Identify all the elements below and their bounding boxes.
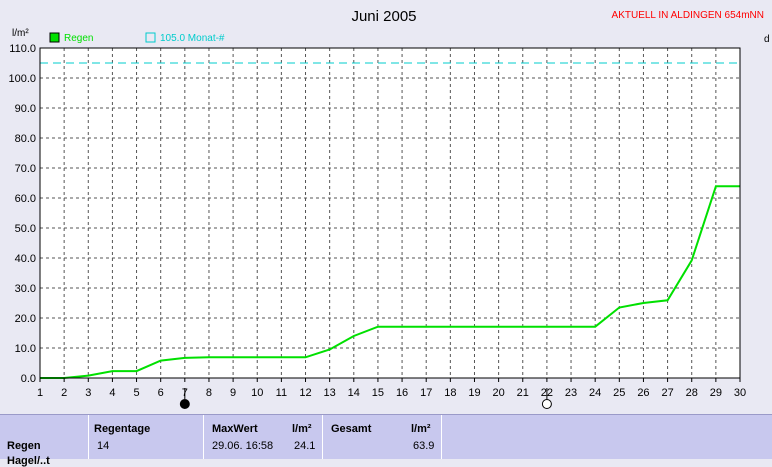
stats-label-col: Regen Hagel/..t <box>0 415 89 467</box>
legend-label-reference: 105.0 Monat-# <box>160 33 225 44</box>
x-tick-label: 4 <box>109 387 115 399</box>
x-tick-label: 28 <box>686 387 698 399</box>
x-tick-label: 14 <box>348 387 360 399</box>
y-tick-label: 100.0 <box>8 73 36 85</box>
y-tick-label: 110.0 <box>9 43 36 55</box>
x-tick-label: 3 <box>85 387 91 399</box>
grid <box>40 48 740 378</box>
x-tick-label: 27 <box>661 387 673 399</box>
stats-regentage-col: Regentage 14 <box>89 415 204 459</box>
stats-row-label-2: Hagel/..t <box>7 455 50 467</box>
legend: Regen 105.0 Monat-# <box>49 32 225 44</box>
y-tick-label: 0.0 <box>21 373 36 385</box>
stats-maxwert-col: MaxWert l/m² 29.06. 16:58 24.1 <box>204 415 323 459</box>
y-tick-label: 80.0 <box>15 133 36 145</box>
y-tick-label: 70.0 <box>15 163 36 175</box>
x-tick-label: 12 <box>299 387 311 399</box>
stats-gesamt-col: Gesamt l/m² 63.9 <box>323 415 442 459</box>
gesamt-value: 63.9 <box>413 440 435 452</box>
y-tick-label: 20.0 <box>15 313 36 325</box>
x-tick-label: 25 <box>613 387 625 399</box>
y-tick-label: 90.0 <box>15 103 36 115</box>
x-tick-label: 29 <box>710 387 722 399</box>
plot-area <box>40 48 740 378</box>
maxwert-unit: l/m² <box>292 423 312 435</box>
station-label: AKTUELL IN ALDINGEN 654mNN <box>612 10 764 21</box>
x-tick-label: 6 <box>158 387 164 399</box>
regentage-value: 14 <box>97 440 110 452</box>
series-line-regen <box>40 185 740 379</box>
series-layer <box>40 185 740 379</box>
x-tick-label: 1 <box>37 387 43 399</box>
maxwert-header: MaxWert <box>212 423 258 435</box>
y-tick-label: 60.0 <box>15 193 36 205</box>
rain-chart: Juni 2005 AKTUELL IN ALDINGEN 654mNN l/m… <box>8 8 770 409</box>
x-tick-label: 17 <box>420 387 432 399</box>
x-tick-label: 16 <box>396 387 408 399</box>
x-tick-label: 15 <box>372 387 384 399</box>
gesamt-header: Gesamt <box>331 423 372 435</box>
y-tick-label: 10.0 <box>15 343 36 355</box>
legend-swatch-regen <box>49 32 60 43</box>
legend-label-regen: Regen <box>64 33 93 44</box>
gesamt-unit: l/m² <box>411 423 431 435</box>
y-tick-label: 30.0 <box>15 283 36 295</box>
x-tick-label: 23 <box>565 387 577 399</box>
x-tick-label: 30 <box>734 387 746 399</box>
full-moon-icon <box>541 399 552 409</box>
x-tick-label: 8 <box>206 387 212 399</box>
x-tick-label: 20 <box>492 387 504 399</box>
y-tick-label: 40.0 <box>15 253 36 265</box>
y-tick-label: 50.0 <box>15 223 36 235</box>
x-tick-label: 11 <box>276 387 287 399</box>
chart-title: Juni 2005 <box>351 8 416 25</box>
y-unit-label: l/m² <box>12 28 29 39</box>
legend-swatch-reference <box>145 32 156 43</box>
x-tick-label: 10 <box>251 387 263 399</box>
stats-row-label: Regen <box>7 440 41 452</box>
x-tick-label: 24 <box>589 387 601 399</box>
x-tick-label: 5 <box>133 387 139 399</box>
x-tick-label: 2 <box>61 387 67 399</box>
plot-frame <box>39 47 741 379</box>
x-tick-label: 21 <box>517 387 529 399</box>
x-tick-label: 9 <box>230 387 236 399</box>
new-moon-icon <box>179 399 190 409</box>
x-axis-ticks: 1234567891011121314151617181920212223242… <box>37 378 746 399</box>
stats-panel: Regen Hagel/..t Regentage 14 MaxWert l/m… <box>0 414 772 467</box>
x-tick-label: 19 <box>468 387 480 399</box>
regentage-header: Regentage <box>94 423 151 435</box>
maxwert-date: 29.06. 16:58 <box>212 440 274 452</box>
x-tick-label: 18 <box>444 387 456 399</box>
x-tick-label: 13 <box>324 387 336 399</box>
right-edge-label: d <box>764 34 770 45</box>
x-tick-label: 26 <box>637 387 649 399</box>
moon-phases <box>179 388 552 409</box>
maxwert-value: 24.1 <box>294 440 316 452</box>
y-axis-ticks: 0.0 10.0 20.0 30.0 40.0 50.0 60.0 70.0 80.0 90.0 1… <box>8 43 36 385</box>
